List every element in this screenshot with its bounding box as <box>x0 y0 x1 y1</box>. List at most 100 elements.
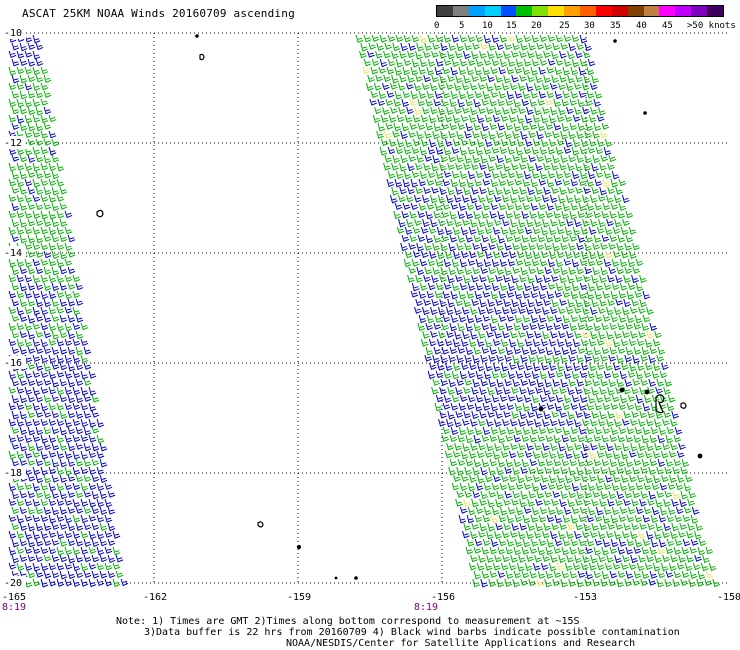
wind-barb <box>621 362 629 371</box>
wind-barb <box>451 394 460 403</box>
wind-barb <box>457 434 466 443</box>
wind-barb <box>659 370 668 379</box>
wind-barb <box>96 530 105 540</box>
wind-barb <box>410 178 419 188</box>
wind-barb <box>438 106 446 116</box>
legend-label: 20 <box>531 21 542 31</box>
wind-barb <box>641 458 650 467</box>
wind-barb <box>556 226 565 235</box>
wind-barb <box>481 458 490 468</box>
wind-barb <box>491 370 500 379</box>
wind-barb <box>107 522 116 532</box>
wind-barb <box>19 314 28 323</box>
wind-barb <box>35 506 44 515</box>
lon-label: -165 <box>2 592 26 603</box>
wind-barb <box>592 266 601 276</box>
wind-barb <box>633 570 642 579</box>
wind-barb <box>586 178 595 187</box>
wind-barb <box>539 482 548 491</box>
wind-barb <box>542 218 550 228</box>
wind-barb <box>35 394 44 403</box>
wind-barb <box>67 522 76 532</box>
wind-barb <box>514 402 523 412</box>
wind-barb <box>473 570 482 580</box>
wind-barb <box>490 290 499 300</box>
wind-barb <box>646 530 654 540</box>
wind-barb <box>430 106 438 115</box>
wind-barb <box>441 434 450 442</box>
wind-barb <box>591 186 599 195</box>
wind-barb <box>481 210 490 219</box>
wind-barb <box>80 466 89 475</box>
wind-barb <box>636 338 645 347</box>
wind-barb <box>8 562 17 570</box>
wind-barb <box>575 522 584 531</box>
wind-barb <box>595 370 604 380</box>
wind-barb <box>540 338 549 347</box>
wind-barb <box>424 42 433 51</box>
wind-barb <box>498 402 507 411</box>
wind-barb <box>653 362 661 372</box>
wind-barb <box>444 250 453 260</box>
wind-barb <box>558 106 566 116</box>
wind-barb <box>563 58 572 67</box>
wind-barb <box>503 74 511 84</box>
wind-barb <box>56 162 65 172</box>
wind-barb <box>508 338 517 348</box>
wind-barb <box>490 402 499 412</box>
wind-barb <box>655 522 664 532</box>
wind-barb <box>43 74 52 83</box>
wind-barb <box>580 562 589 571</box>
wind-barb <box>403 258 412 268</box>
wind-barb <box>459 506 468 514</box>
wind-barb <box>8 546 17 556</box>
wind-barb <box>654 330 662 339</box>
wind-barb <box>442 66 451 75</box>
wind-barb <box>488 154 497 162</box>
wind-barb <box>463 298 471 308</box>
wind-barb <box>539 34 548 43</box>
wind-barb <box>537 322 546 330</box>
wind-barb <box>43 186 52 196</box>
wind-barb <box>656 378 665 387</box>
wind-barb <box>48 498 57 506</box>
wind-barb <box>410 90 419 100</box>
wind-barb <box>687 498 695 506</box>
wind-barb <box>611 258 620 267</box>
wind-barb <box>523 282 532 292</box>
wind-barb <box>443 394 452 404</box>
wind-barb <box>489 98 498 107</box>
wind-barb <box>576 266 585 275</box>
wind-barb <box>616 354 624 364</box>
wind-barb <box>580 138 589 148</box>
wind-barb <box>587 506 596 516</box>
wind-barb <box>547 370 556 379</box>
wind-barb <box>512 378 521 387</box>
wind-barb <box>35 266 44 275</box>
wind-barb <box>475 506 484 514</box>
wind-barb <box>72 290 81 299</box>
wind-barb <box>59 538 68 547</box>
wind-barb <box>32 466 41 476</box>
wind-barb <box>517 82 526 92</box>
wind-barb <box>631 274 639 284</box>
wind-barb <box>646 554 654 563</box>
wind-barb <box>630 554 638 564</box>
wind-barb <box>453 362 461 372</box>
wind-barb <box>499 258 508 267</box>
wind-barb <box>486 442 494 452</box>
wind-barb <box>511 186 519 195</box>
wind-barb <box>59 186 68 195</box>
legend-swatch <box>691 6 708 16</box>
wind-barb <box>599 386 607 395</box>
wind-barb <box>603 282 612 291</box>
wind-barb <box>671 522 680 532</box>
wind-barb <box>583 274 591 283</box>
wind-barb <box>545 458 554 467</box>
wind-barb <box>609 546 618 554</box>
wind-barb <box>482 426 491 436</box>
wind-barb <box>482 202 491 211</box>
wind-barb <box>363 34 372 43</box>
wind-barb <box>641 322 650 331</box>
wind-barb <box>393 122 402 132</box>
